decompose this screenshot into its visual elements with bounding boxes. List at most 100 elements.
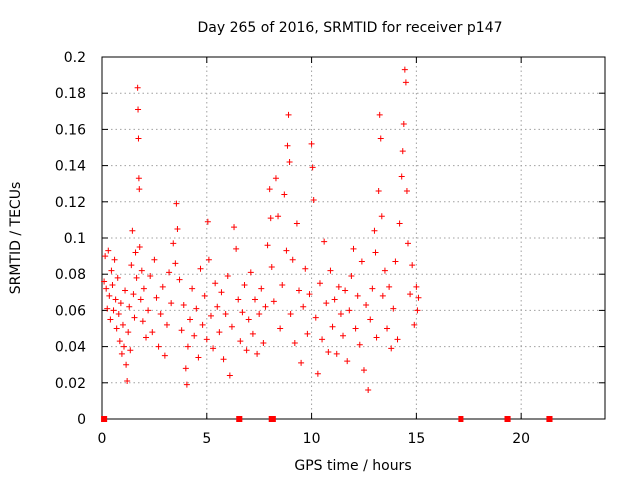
data-point — [306, 291, 313, 298]
x-axis-ticks: 0 5 10 15 20 — [98, 431, 531, 447]
chart-title: Day 265 of 2016, SRMTID for receiver p14… — [197, 20, 502, 36]
data-point — [222, 311, 229, 318]
data-point — [126, 303, 133, 310]
data-point — [275, 213, 282, 220]
data-point — [287, 311, 294, 318]
data-point — [166, 269, 173, 276]
data-point — [415, 294, 422, 301]
data-point — [110, 307, 117, 314]
data-point — [372, 249, 379, 256]
data-point — [379, 292, 386, 299]
data-point — [113, 325, 120, 332]
data-point — [414, 307, 421, 314]
data-point — [102, 253, 109, 260]
data-point — [147, 273, 154, 280]
data-point — [134, 84, 141, 91]
data-point — [302, 265, 309, 272]
data-point — [135, 106, 142, 113]
data-point — [122, 287, 129, 294]
data-point — [123, 361, 130, 368]
data-point — [399, 148, 406, 155]
zero-value-markers — [101, 416, 553, 422]
data-point — [191, 332, 198, 339]
data-point — [173, 200, 180, 207]
data-point — [201, 292, 208, 299]
data-point — [396, 220, 403, 227]
zero-value-marker — [268, 416, 276, 422]
data-point — [260, 339, 267, 346]
data-point — [109, 282, 116, 289]
data-point — [329, 323, 336, 330]
data-point — [205, 256, 212, 263]
data-point — [224, 273, 231, 280]
data-point — [178, 327, 185, 334]
y-tick-label: 0.14 — [55, 159, 86, 175]
data-point — [350, 245, 357, 252]
y-tick-label: 0.04 — [55, 340, 86, 356]
data-point — [283, 247, 290, 254]
data-point — [233, 245, 240, 252]
data-point — [121, 343, 128, 350]
data-point — [392, 258, 399, 265]
data-point — [119, 321, 126, 328]
zero-value-marker — [504, 416, 511, 422]
data-point — [231, 224, 238, 231]
data-point — [354, 292, 361, 299]
data-point — [264, 242, 271, 249]
data-point — [281, 191, 288, 198]
data-point — [247, 269, 254, 276]
data-point — [149, 329, 156, 336]
data-point — [335, 283, 342, 290]
y-tick-label: 0.1 — [64, 231, 86, 247]
data-point — [310, 196, 317, 203]
y-tick-label: 0.08 — [55, 267, 86, 283]
data-point — [199, 321, 206, 328]
x-tick-label: 5 — [202, 431, 211, 447]
data-point — [135, 175, 142, 182]
y-tick-label: 0.06 — [55, 303, 86, 319]
data-point — [249, 330, 256, 337]
data-point — [133, 274, 140, 281]
data-point — [135, 135, 142, 142]
data-point — [398, 173, 405, 180]
data-point — [254, 350, 261, 357]
data-point — [176, 276, 183, 283]
data-point — [386, 283, 393, 290]
data-point — [304, 330, 311, 337]
x-tick-label: 10 — [303, 431, 321, 447]
zero-value-marker — [101, 416, 108, 422]
data-point — [140, 285, 147, 292]
data-point — [118, 350, 125, 357]
y-tick-label: 0.18 — [55, 86, 86, 102]
data-point — [101, 278, 108, 285]
data-point — [400, 120, 407, 127]
data-point — [377, 135, 384, 142]
data-point — [112, 296, 119, 303]
data-point — [237, 338, 244, 345]
data-point — [155, 343, 162, 350]
data-point — [323, 300, 330, 307]
data-point — [378, 213, 385, 220]
data-point — [352, 325, 359, 332]
y-axis-label: SRMTID / TECUs — [8, 182, 24, 295]
data-point — [279, 282, 286, 289]
data-point — [220, 356, 227, 363]
data-point — [258, 285, 265, 292]
data-point — [285, 111, 292, 118]
data-point — [174, 225, 181, 232]
data-point — [363, 301, 370, 308]
data-point — [106, 292, 113, 299]
y-axis-ticks: 0 0.02 0.04 0.06 0.08 0.1 0.12 0.14 0.16 0.18 0.2 — [55, 50, 86, 428]
data-point — [296, 287, 303, 294]
data-point — [312, 314, 319, 321]
data-point — [193, 305, 200, 312]
data-point — [367, 316, 374, 323]
data-point — [407, 291, 414, 298]
data-point — [319, 336, 326, 343]
data-point — [103, 285, 110, 292]
data-point — [111, 256, 118, 263]
data-point — [413, 283, 420, 290]
data-point — [404, 240, 411, 247]
data-point — [212, 280, 219, 287]
